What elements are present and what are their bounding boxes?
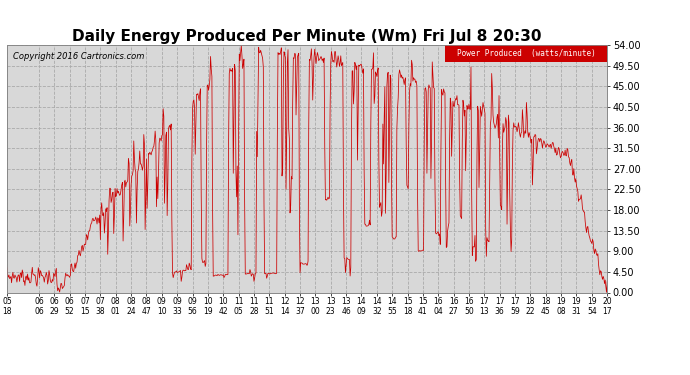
Text: Power Produced  (watts/minute): Power Produced (watts/minute) — [457, 49, 595, 58]
Title: Daily Energy Produced Per Minute (Wm) Fri Jul 8 20:30: Daily Energy Produced Per Minute (Wm) Fr… — [72, 29, 542, 44]
FancyBboxPatch shape — [445, 45, 607, 62]
Text: Copyright 2016 Cartronics.com: Copyright 2016 Cartronics.com — [13, 53, 144, 62]
